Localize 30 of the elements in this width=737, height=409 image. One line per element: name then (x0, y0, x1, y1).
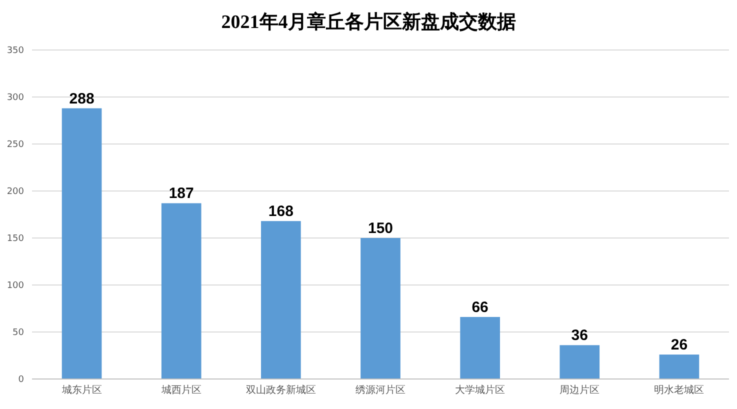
x-tick-label: 城东片区 (60, 384, 102, 396)
x-tick-label: 城西片区 (160, 384, 202, 396)
chart-title: 2021年4月章丘各片区新盘成交数据 (221, 11, 516, 33)
data-label: 150 (368, 220, 394, 237)
y-tick-label: 150 (6, 234, 24, 244)
y-tick-label: 50 (12, 328, 24, 338)
bar (62, 108, 102, 379)
y-tick-label: 300 (6, 93, 24, 103)
x-tick-label: 周边片区 (560, 384, 600, 396)
x-tick-label: 明水老城区 (654, 384, 704, 396)
bar (360, 238, 400, 379)
bar (161, 203, 202, 379)
data-label: 66 (472, 298, 488, 316)
bar (261, 221, 301, 379)
bar (659, 354, 700, 379)
y-tick-label: 0 (18, 375, 24, 385)
data-label: 168 (268, 203, 294, 220)
x-tick-label: 大学城片区 (455, 384, 506, 396)
data-label: 36 (571, 327, 588, 344)
data-label: 288 (69, 90, 94, 108)
y-tick-label: 200 (6, 187, 24, 197)
y-tick-label: 250 (6, 140, 24, 150)
bar (560, 345, 600, 379)
data-label: 26 (670, 336, 688, 354)
x-tick-label: 绣源河片区 (356, 384, 406, 396)
y-tick-label: 100 (6, 281, 24, 291)
x-tick-label: 双山政务新城区 (246, 384, 316, 396)
data-label: 187 (168, 185, 194, 202)
bar (460, 316, 500, 379)
y-tick-label: 350 (6, 46, 24, 56)
